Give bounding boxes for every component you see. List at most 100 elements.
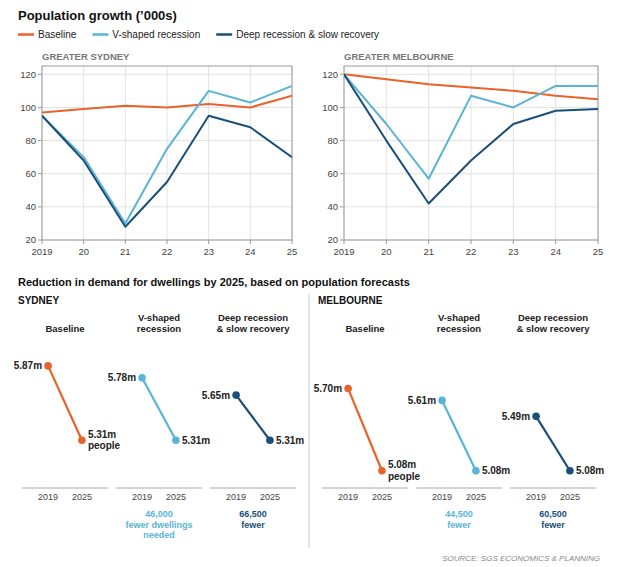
label-line: 46,000 bbox=[145, 509, 173, 519]
plot-background bbox=[344, 66, 598, 240]
plot-background bbox=[42, 66, 292, 240]
label-line: recession bbox=[437, 323, 482, 334]
label-line: Deep recession & slow recovery bbox=[236, 29, 379, 40]
tick bbox=[340, 240, 344, 241]
value-label: 5.31m bbox=[182, 435, 210, 446]
slope-panel: Deep recession& slow recovery201920255.6… bbox=[202, 312, 305, 529]
subtitle: GREATER MELBOURNE bbox=[344, 51, 454, 62]
label-line: 5.78m bbox=[108, 372, 136, 383]
grid-line bbox=[555, 66, 556, 240]
tick bbox=[83, 240, 84, 244]
label-line: 120 bbox=[20, 69, 36, 80]
label-line: & slow recovery bbox=[517, 323, 591, 334]
label-line: 2019 bbox=[333, 246, 354, 257]
label-line: 23 bbox=[203, 246, 214, 257]
tick-label: 22 bbox=[466, 246, 477, 257]
label-line: 2019 bbox=[226, 492, 246, 502]
scenario-label: Baseline bbox=[45, 323, 84, 334]
value-label: 5.87m bbox=[14, 360, 42, 371]
tick-label: 20 bbox=[381, 246, 392, 257]
legend-swatch bbox=[92, 33, 108, 36]
tick bbox=[208, 240, 209, 244]
tick-label: 80 bbox=[327, 135, 338, 146]
grid-line bbox=[125, 66, 126, 240]
label-line: 22 bbox=[466, 246, 477, 257]
tick bbox=[340, 74, 344, 75]
line-chart: Population growth (’000s) Baseline V-shape… bbox=[18, 8, 379, 257]
label-line: 20 bbox=[78, 246, 89, 257]
tick-label: 80 bbox=[25, 135, 36, 146]
label-line: 2025 bbox=[72, 492, 92, 502]
label-line: people bbox=[88, 440, 121, 451]
label-line: 5.31m bbox=[88, 429, 116, 440]
series-line bbox=[344, 74, 598, 203]
label-line: 2019 bbox=[31, 246, 52, 257]
tick-label: 25 bbox=[593, 246, 604, 257]
slope-panel: Baseline201920255.70m5.08mpeople bbox=[314, 323, 421, 502]
value-label: 5.31m bbox=[276, 435, 304, 446]
label-line: 2025 bbox=[166, 492, 186, 502]
tick-label: 100 bbox=[322, 102, 338, 113]
label-line: needed bbox=[143, 530, 175, 540]
grid-line bbox=[83, 66, 84, 240]
label-line: 2025 bbox=[372, 492, 392, 502]
grid-line bbox=[386, 66, 387, 240]
label-line: 66,500 bbox=[239, 509, 267, 519]
point bbox=[438, 397, 446, 405]
tick-label: 100 bbox=[20, 102, 36, 113]
series-line bbox=[344, 74, 598, 178]
tick-label: 40 bbox=[25, 201, 36, 212]
label-line: Population growth (’000s) bbox=[18, 8, 177, 23]
chart: Population growth (’000s) Baseline V-shape… bbox=[0, 0, 618, 567]
grid-line bbox=[513, 66, 514, 240]
point bbox=[378, 467, 386, 475]
tick-label: 2019 bbox=[226, 492, 246, 502]
tick-label: 20 bbox=[25, 234, 36, 245]
tick bbox=[167, 240, 168, 244]
tick-label: 2025 bbox=[260, 492, 280, 502]
label-line: 5.08m bbox=[388, 459, 416, 470]
value-label: 5.78m bbox=[108, 372, 136, 383]
label-line: fewer bbox=[447, 520, 471, 530]
label-line: 5.70m bbox=[314, 383, 342, 394]
label-line: 2019 bbox=[38, 492, 58, 502]
slope-line bbox=[536, 416, 570, 470]
value-label: 5.49m bbox=[502, 411, 530, 422]
scenario-label: V-shapedrecession bbox=[437, 312, 482, 334]
legend-swatch bbox=[216, 33, 232, 36]
scenario-label: Deep recession& slow recovery bbox=[217, 312, 291, 334]
series-group bbox=[44, 362, 85, 444]
point bbox=[344, 385, 352, 393]
label-line: 2025 bbox=[466, 492, 486, 502]
label-line: V-shaped recession bbox=[112, 29, 200, 40]
label-line: 20 bbox=[381, 246, 392, 257]
tick-label: 2019 bbox=[132, 492, 152, 502]
grid-line bbox=[471, 66, 472, 240]
tick-label: 23 bbox=[508, 246, 519, 257]
tick-label: 21 bbox=[423, 246, 434, 257]
slope-line bbox=[348, 388, 382, 470]
tick bbox=[340, 107, 344, 108]
tick-label: 25 bbox=[287, 246, 298, 257]
label-line: 80 bbox=[327, 135, 338, 146]
point bbox=[472, 467, 480, 475]
label-line: 21 bbox=[423, 246, 434, 257]
tick-label: 2025 bbox=[72, 492, 92, 502]
label-line: 21 bbox=[120, 246, 131, 257]
label-line: 120 bbox=[322, 69, 338, 80]
label-line: SOURCE: SGS ECONOMICS & PLANNING bbox=[442, 554, 600, 563]
label-line: fewer dwellings bbox=[125, 520, 192, 530]
legend-label: Baseline bbox=[38, 29, 77, 40]
label-line: 2025 bbox=[260, 492, 280, 502]
legend: Baseline V-shaped recession Deep recession… bbox=[18, 29, 379, 40]
tick-label: 20 bbox=[327, 234, 338, 245]
tick bbox=[38, 240, 42, 241]
label-line: 100 bbox=[322, 102, 338, 113]
tick bbox=[340, 140, 344, 141]
annotation: 46,000fewer dwellingsneeded bbox=[125, 509, 192, 540]
label-line: 60 bbox=[327, 168, 338, 179]
subtitle: MELBOURNE bbox=[318, 295, 383, 306]
tick bbox=[340, 173, 344, 174]
source: SOURCE: SGS ECONOMICS & PLANNING bbox=[442, 554, 600, 563]
series-group bbox=[532, 413, 573, 475]
